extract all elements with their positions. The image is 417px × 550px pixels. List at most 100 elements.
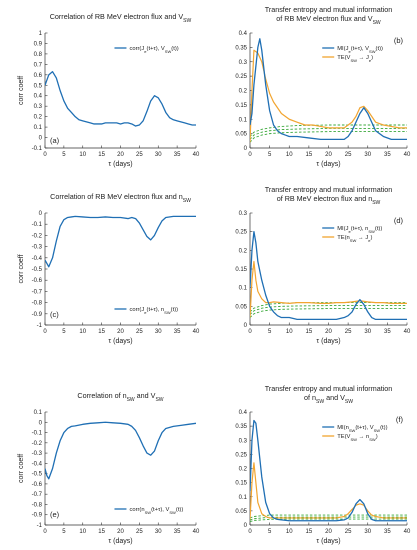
y-tick-label: -0.8	[32, 301, 43, 307]
y-tick-label: 0.25	[235, 452, 247, 458]
x-tick-label: 25	[136, 529, 143, 535]
legend-entry: MI(Je(t+τ), nSW(t))	[337, 226, 382, 234]
corr-series-line	[45, 215, 196, 268]
y-tick-label: 0.1	[34, 125, 43, 131]
y-tick-label: 0.15	[235, 103, 247, 109]
y-tick-label: 0.05	[235, 304, 247, 310]
panel-title-line: Transfer entropy and mutual information	[265, 185, 393, 194]
y-tick-label: 0	[39, 420, 43, 426]
x-ticks: 0 5 10 15 20 25 30 35 40	[43, 322, 200, 335]
threshold-line	[250, 124, 407, 137]
y-tick-label: -0.6	[32, 278, 43, 284]
x-tick-label: 5	[62, 152, 66, 158]
panel-e: Correlation of nSW and VSW -1 -0.9 -0.8 -0.7…	[18, 391, 200, 545]
y-tick-label: 0.2	[239, 467, 248, 473]
x-axis-label: τ (days)	[108, 538, 132, 545]
y-tick-label: 0	[244, 146, 248, 152]
x-tick-label: 40	[193, 529, 200, 535]
panel-a: Correlation of RB MeV electron flux and …	[18, 12, 200, 168]
panel-tag: (e)	[50, 510, 60, 519]
y-tick-label: 0.2	[34, 115, 43, 121]
panel-f: Transfer entropy and mutual informationo…	[235, 384, 411, 545]
series-group	[45, 421, 196, 480]
y-tick-label: -0.3	[32, 245, 43, 251]
x-tick-label: 25	[345, 329, 352, 335]
x-ticks: 0 5 10 15 20 25 30 35 40	[43, 522, 200, 535]
y-tick-label: 0.9	[34, 41, 43, 47]
y-tick-label: -0.6	[32, 482, 43, 488]
x-tick-label: 30	[155, 529, 162, 535]
y-tick-label: -1	[37, 323, 43, 329]
x-tick-label: 30	[364, 529, 371, 535]
y-tick-label: 0	[39, 211, 43, 217]
x-axis-label: τ (days)	[108, 338, 132, 345]
y-tick-label: -0.4	[32, 461, 43, 467]
y-tick-label: 0.6	[34, 73, 43, 79]
y-tick-label: -0.3	[32, 451, 43, 457]
legend: corr(nSW(t+τ), VSW(t))	[114, 507, 183, 515]
y-tick-label: 0.15	[235, 481, 247, 487]
x-tick-label: 0	[248, 329, 252, 335]
x-axis-label: τ (days)	[316, 338, 340, 345]
y-tick-label: 0.3	[239, 60, 248, 66]
x-tick-label: 10	[79, 152, 86, 158]
x-tick-label: 0	[43, 329, 47, 335]
x-tick-label: 10	[286, 529, 293, 535]
x-ticks: 0 5 10 15 20 25 30 35 40	[248, 322, 411, 335]
y-ticks: 0 0.05 0.1 0.15 0.2 0.25 0.3 0.35 0.4	[235, 410, 253, 529]
mi-series-line	[250, 419, 407, 522]
panel-title-d: Transfer entropy and mutual informationo…	[265, 185, 393, 206]
series-group	[45, 71, 196, 127]
panel-b: Transfer entropy and mutual informationo…	[235, 5, 411, 168]
x-tick-label: 10	[79, 329, 86, 335]
corr-series-line	[45, 421, 196, 480]
y-ticks: -1 -0.9 -0.8 -0.7 -0.6 -0.5 -0.4 -0.3 -0.2 -0.1 0 0…	[32, 410, 48, 529]
panel-title-f: Transfer entropy and mutual informationo…	[265, 384, 393, 405]
y-tick-label: 0.8	[34, 52, 43, 58]
legend-entry: corr(Je(t+τ), nSW(t))	[129, 307, 178, 315]
x-tick-label: 10	[286, 329, 293, 335]
panel-title-line: Transfer entropy and mutual information	[265, 384, 393, 393]
x-tick-label: 5	[268, 529, 272, 535]
threshold-line	[250, 518, 407, 523]
y-tick-label: -1	[37, 523, 43, 529]
x-tick-label: 10	[286, 152, 293, 158]
y-ticks: 0 0.05 0.1 0.15 0.2 0.25 0.3 0.35 0.4	[235, 31, 253, 152]
y-tick-label: -0.1	[32, 431, 43, 437]
series-group	[45, 215, 196, 268]
series-group	[250, 419, 407, 523]
y-ticks: -0.1 0 0.1 0.2 0.3 0.4 0.5 0.6 0.7 0.8 0.9 1	[32, 31, 48, 152]
y-tick-label: 0.3	[239, 438, 248, 444]
y-tick-label: 0.5	[34, 83, 43, 89]
te-series-line	[250, 260, 407, 318]
y-tick-label: 0.4	[239, 31, 248, 37]
series-group	[250, 38, 407, 143]
threshold-line	[250, 127, 407, 140]
y-tick-label: -0.1	[32, 222, 43, 228]
x-tick-label: 5	[62, 529, 66, 535]
panel-title-line: of RB MeV electron flux and nSW	[277, 194, 381, 206]
y-tick-label: 0.1	[239, 286, 248, 292]
x-tick-label: 15	[306, 329, 313, 335]
legend-entry: corr(Je(t+τ), VSW(t))	[129, 46, 178, 54]
legend: corr(Je(t+τ), VSW(t))	[114, 46, 179, 54]
x-tick-label: 25	[345, 152, 352, 158]
y-tick-label: 0.3	[239, 211, 248, 217]
panel-title-line: Transfer entropy and mutual information	[265, 5, 393, 14]
x-tick-label: 15	[98, 329, 105, 335]
y-tick-label: 0.15	[235, 267, 247, 273]
x-tick-label: 20	[325, 152, 332, 158]
x-tick-label: 15	[98, 152, 105, 158]
series-group	[250, 231, 407, 321]
te-series-line	[250, 462, 407, 520]
y-tick-label: 0.1	[239, 495, 248, 501]
threshold-line	[250, 305, 407, 315]
panel-tag: (f)	[396, 415, 404, 424]
y-tick-label: -0.2	[32, 233, 43, 239]
y-tick-label: -0.5	[32, 472, 43, 478]
panel-c: Correlation of RB MeV electron flux and …	[18, 192, 200, 345]
x-tick-label: 35	[384, 529, 391, 535]
legend-entry: corr(nSW(t+τ), VSW(t))	[129, 507, 183, 515]
y-tick-label: 0.7	[34, 62, 43, 68]
x-tick-label: 10	[79, 529, 86, 535]
